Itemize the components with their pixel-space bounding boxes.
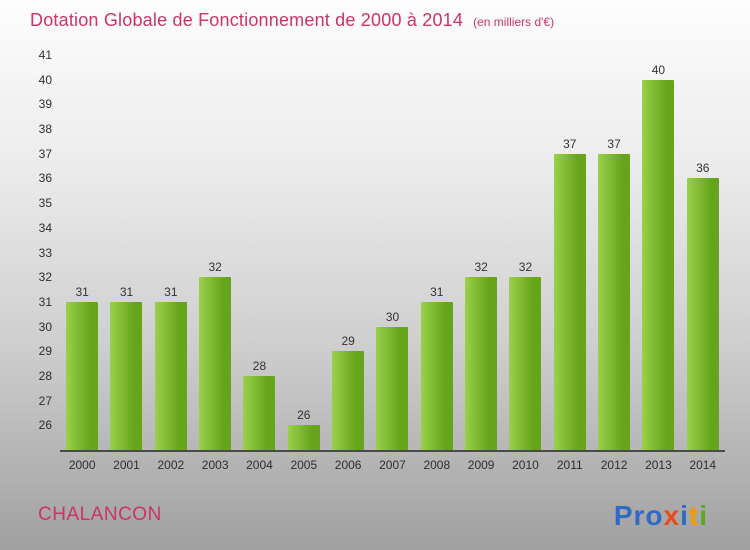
logo-letter: i [699, 500, 708, 531]
bar-2014 [686, 178, 719, 450]
y-tick-label: 33 [38, 245, 52, 260]
logo-letter: r [633, 500, 646, 531]
x-axis-label: 2012 [600, 458, 628, 472]
bar-2006 [332, 351, 365, 450]
bar-slot: 32 2009 [459, 55, 503, 472]
bar-2010 [509, 277, 542, 450]
bar-value-label: 37 [607, 136, 621, 151]
bar-slot: 31 2002 [149, 55, 193, 472]
plot-area: 31 2000 31 2001 31 2002 32 2003 28 2004 26 2005 29 20… [60, 55, 725, 472]
proxiti-logo: Proxiti [614, 500, 708, 532]
bar-slot: 32 2010 [503, 55, 547, 472]
bar-value-label: 29 [341, 334, 355, 349]
x-axis-label: 2002 [157, 458, 185, 472]
bar-value-label: 30 [385, 309, 400, 324]
x-axis-label: 2011 [556, 458, 583, 472]
y-tick-label: 36 [38, 171, 52, 186]
x-axis-label: 2007 [379, 458, 406, 472]
logo-letter: i [680, 500, 689, 531]
commune-name: CHALANCON [38, 504, 162, 525]
x-axis-label: 2013 [645, 458, 672, 472]
y-tick-label: 35 [38, 196, 52, 211]
bar-slot: 31 2000 [60, 55, 104, 472]
bar-slot: 32 2003 [193, 55, 237, 472]
chart-title: Dotation Globale de Fonctionnement de 20… [30, 10, 464, 30]
y-axis: 26 27 28 29 30 31 32 33 34 35 36 37 38 39 40 41 [22, 48, 60, 452]
bar-2011 [553, 153, 586, 450]
x-axis-label: 2014 [689, 458, 717, 472]
bar-2003 [199, 277, 232, 450]
x-axis-label: 2003 [201, 458, 229, 472]
bar-slot: 37 2011 [548, 55, 592, 472]
x-axis-label: 2001 [113, 458, 140, 472]
bar-chart: 26 27 28 29 30 31 32 33 34 35 36 37 38 39 40 41 31 2000 3… [22, 48, 725, 472]
bar-slot: 40 2013 [636, 55, 680, 472]
y-tick-label: 41 [38, 48, 52, 62]
bar-slot: 30 2007 [370, 55, 414, 472]
y-tick-label: 26 [38, 418, 52, 433]
bar-slot: 26 2005 [282, 55, 326, 472]
x-axis-label: 2009 [467, 458, 495, 472]
bar-2001 [110, 301, 143, 450]
chart-subtitle: (en milliers d'€) [473, 15, 555, 29]
y-tick-label: 28 [38, 368, 52, 383]
bar-value-label: 28 [252, 358, 267, 373]
bar-slot: 31 2008 [415, 55, 459, 472]
x-axis-label: 2006 [334, 458, 362, 472]
bar-value-label: 31 [164, 284, 178, 299]
y-tick-label: 30 [38, 319, 52, 334]
x-axis-label: 2004 [246, 458, 273, 472]
bar-2013 [642, 79, 675, 450]
bar-value-label: 40 [651, 62, 666, 77]
logo-letter: x [663, 500, 681, 531]
bar-2012 [598, 153, 631, 450]
y-tick-label: 37 [38, 146, 52, 161]
x-axis-label: 2008 [423, 458, 451, 472]
y-tick-label: 40 [38, 72, 52, 87]
bar-slot: 37 2012 [592, 55, 636, 472]
bar-value-label: 31 [119, 284, 134, 299]
bar-value-label: 37 [563, 136, 577, 151]
bar-2009 [465, 277, 498, 450]
bar-value-label: 32 [208, 260, 222, 275]
logo-letter: o [645, 500, 664, 531]
logo-letter: P [613, 500, 634, 531]
chart-header: Dotation Globale de Fonctionnement de 20… [30, 10, 554, 31]
bar-value-label: 36 [696, 161, 710, 176]
bar-2002 [154, 301, 187, 450]
bar-value-label: 31 [75, 284, 89, 299]
y-tick-label: 38 [38, 122, 52, 137]
y-tick-label: 34 [38, 220, 52, 235]
bar-2005 [287, 425, 320, 450]
y-tick-label: 32 [38, 270, 52, 285]
bar-slot: 28 2004 [237, 55, 281, 472]
bar-value-label: 32 [474, 260, 488, 275]
y-tick-label: 29 [38, 344, 52, 359]
bar-slot: 29 2006 [326, 55, 370, 472]
bar-2004 [243, 375, 276, 450]
bar-2000 [66, 301, 99, 450]
logo-letter: t [688, 500, 700, 531]
x-axis-label: 2005 [290, 458, 318, 472]
bar-value-label: 32 [518, 260, 533, 275]
y-tick-label: 31 [38, 294, 52, 309]
bar-value-label: 31 [430, 284, 444, 299]
y-tick-label: 27 [38, 393, 52, 408]
bar-2008 [420, 301, 453, 450]
x-axis-label: 2000 [68, 458, 96, 472]
bar-slot: 31 2001 [104, 55, 148, 472]
bar-slot: 36 2014 [681, 55, 725, 472]
x-axis-label: 2010 [512, 458, 539, 472]
bar-2007 [376, 326, 409, 450]
y-tick-label: 39 [38, 97, 52, 112]
bar-value-label: 26 [297, 408, 311, 423]
